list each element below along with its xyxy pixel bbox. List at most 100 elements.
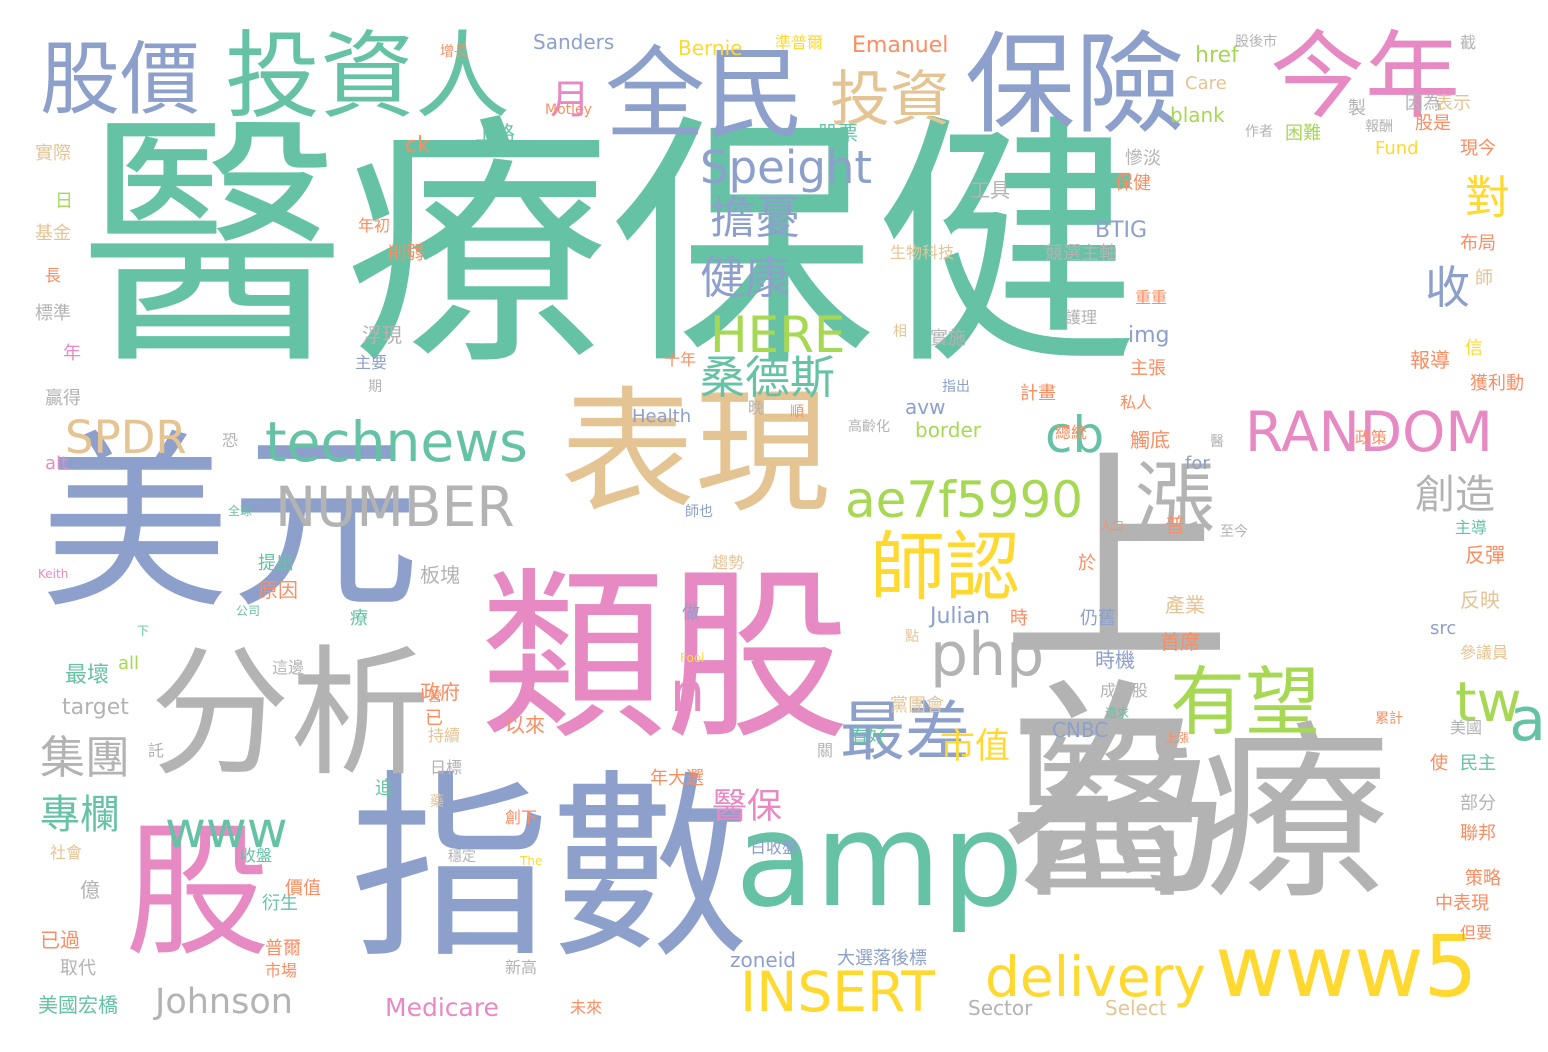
cloud-word: 贏得 — [45, 388, 81, 409]
cloud-word: CNBC — [1052, 718, 1109, 742]
cloud-word: 信 — [1465, 338, 1483, 359]
cloud-word: The — [520, 854, 543, 868]
cloud-word: 成分股 — [1100, 681, 1149, 700]
cloud-word: 大選落後標 — [837, 948, 927, 969]
cloud-word: 股票 — [818, 121, 858, 145]
cloud-word: 師 — [1475, 268, 1493, 289]
cloud-word: src — [1430, 618, 1457, 639]
cloud-word: 股 — [125, 808, 270, 977]
cloud-word: avw — [905, 395, 946, 419]
cloud-word: 競選主軸 — [1045, 243, 1117, 264]
cloud-word: 板塊 — [420, 563, 460, 587]
cloud-word: 聯邦 — [1460, 823, 1496, 844]
cloud-word: 上路 — [475, 121, 515, 145]
cloud-word: 社會 — [50, 843, 83, 862]
cloud-word: 保險 — [965, 21, 1185, 149]
cloud-word: 仍舊 — [1080, 608, 1116, 629]
cloud-word: 首席 — [1160, 630, 1200, 654]
cloud-word: 藥 — [430, 794, 444, 810]
cloud-word: 療 — [350, 608, 368, 629]
cloud-word: 基金 — [35, 223, 71, 244]
cloud-word: Emanuel — [852, 33, 949, 58]
cloud-word: 相 — [893, 324, 907, 340]
cloud-word: 政策 — [1355, 428, 1388, 447]
cloud-word: 製 — [1348, 98, 1366, 119]
cloud-word: 公司 — [236, 604, 261, 618]
cloud-word: 政府 — [420, 680, 460, 704]
cloud-word: 年大選 — [650, 768, 704, 789]
cloud-word: technews — [265, 410, 528, 474]
cloud-word: 分析 — [150, 633, 431, 796]
cloud-word: 穩定 — [448, 849, 476, 865]
cloud-word: Johnson — [155, 982, 293, 1022]
cloud-word: 年初 — [358, 216, 391, 235]
cloud-word: 準普爾 — [775, 33, 824, 52]
cloud-word: 標準 — [35, 303, 71, 324]
cloud-word: 表現 — [560, 374, 830, 531]
cloud-word: 私人 — [1120, 393, 1153, 412]
cloud-word: HERE — [710, 306, 846, 364]
cloud-word: 觸底 — [1130, 428, 1170, 452]
cloud-word: 集團 — [40, 731, 131, 784]
cloud-word: 主張 — [1130, 358, 1166, 379]
cloud-word: cb — [1045, 406, 1105, 464]
cloud-word: tw — [1455, 670, 1522, 734]
cloud-word: 健康 — [700, 251, 791, 304]
cloud-word: 醫 — [1210, 434, 1224, 450]
cloud-word: 工具 — [970, 178, 1010, 202]
cloud-word: 年 — [63, 343, 81, 364]
cloud-word: 獲利動 — [1470, 373, 1524, 394]
cloud-word: 實施 — [930, 328, 966, 349]
cloud-word: 中表現 — [1435, 893, 1489, 914]
cloud-word: 醫療 — [1010, 704, 1391, 925]
cloud-word: 報酬 — [1365, 119, 1393, 135]
cloud-word: 對 — [1465, 171, 1511, 224]
cloud-word: 削弱 — [388, 243, 424, 264]
cloud-word: a — [1509, 685, 1546, 755]
cloud-word: 長 — [45, 266, 62, 285]
cloud-word: 恐 — [222, 431, 239, 450]
cloud-word: zoneid — [730, 948, 796, 972]
cloud-word: www — [165, 801, 288, 859]
cloud-word: 投資人 — [225, 22, 511, 132]
cloud-word: 股是 — [1415, 113, 1451, 134]
cloud-word: 日 — [55, 191, 73, 212]
cloud-word: 做 — [682, 603, 700, 624]
cloud-word: ck — [405, 133, 430, 158]
cloud-word: 主導 — [1455, 518, 1488, 537]
cloud-word: 但要 — [1460, 923, 1493, 942]
cloud-word: href — [1195, 43, 1239, 68]
cloud-word: SPDR — [65, 411, 187, 464]
cloud-word: 提出 — [258, 553, 294, 574]
cloud-word: 現今 — [1460, 138, 1496, 159]
cloud-word: 人口 — [1100, 519, 1125, 533]
cloud-word: img — [1128, 323, 1170, 348]
cloud-word: for — [1185, 453, 1210, 474]
cloud-word: 普 — [1165, 513, 1185, 537]
cloud-word: 參議員 — [1460, 643, 1509, 662]
cloud-word: 下 — [137, 624, 150, 638]
cloud-word: 今年 — [1270, 22, 1461, 132]
cloud-word: 漲 — [1135, 453, 1215, 546]
cloud-word: 最壞 — [65, 663, 110, 688]
cloud-word: Fund — [1375, 138, 1419, 159]
cloud-word: 表示 — [1435, 93, 1471, 114]
cloud-word: 美國宏橋 — [38, 993, 118, 1017]
cloud-word: ae7f5990 — [845, 471, 1084, 529]
cloud-word: php — [930, 620, 1045, 690]
cloud-word: 營 — [428, 689, 442, 705]
cloud-word: 類股 — [480, 549, 850, 765]
cloud-word: blank — [1170, 103, 1225, 127]
cloud-word: 已 — [425, 708, 443, 729]
cloud-word: 產業 — [1165, 593, 1205, 617]
cloud-word: 慘淡 — [1125, 148, 1161, 169]
cloud-word: 至今 — [1220, 524, 1248, 540]
cloud-word: 有望 — [1170, 658, 1321, 746]
cloud-word: 億 — [80, 878, 100, 902]
cloud-word: Keith — [38, 567, 69, 581]
cloud-word: 趨勢 — [712, 553, 745, 572]
cloud-word: 收盤 — [240, 846, 273, 865]
cloud-word: Motley — [545, 102, 592, 118]
cloud-word: 追求 — [1105, 706, 1130, 720]
cloud-word: BTIG — [1095, 218, 1148, 243]
